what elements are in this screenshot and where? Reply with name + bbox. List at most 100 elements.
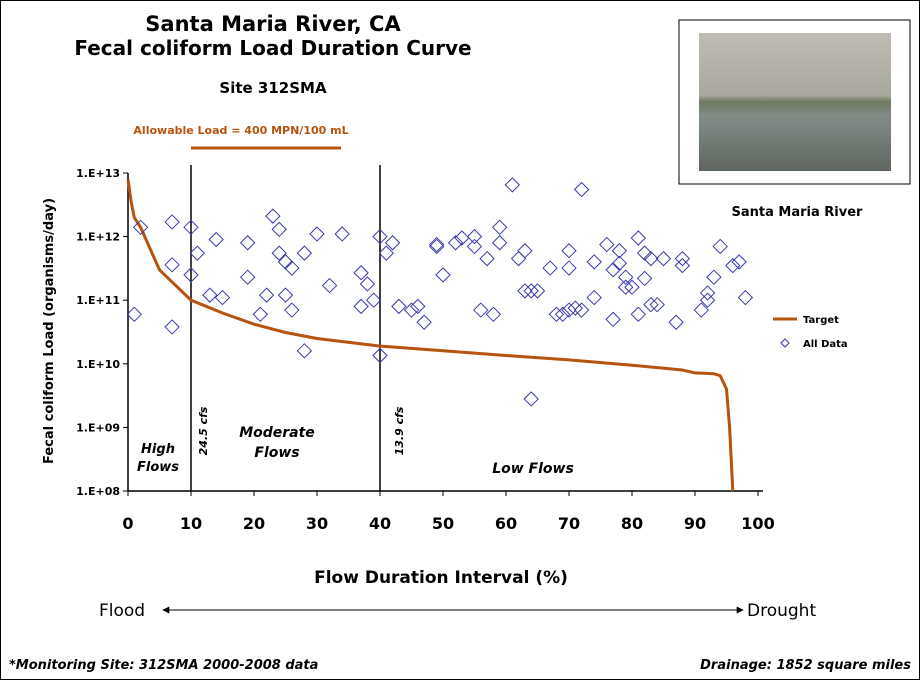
x-tick-label: 90 <box>684 514 706 533</box>
data-point <box>573 302 590 318</box>
data-point <box>561 302 577 318</box>
photo-caption: Santa Maria River <box>732 205 864 220</box>
data-point <box>359 276 376 292</box>
x-tick-label: 40 <box>369 514 391 533</box>
x-tick-label: 50 <box>432 514 454 533</box>
x-tick-label: 10 <box>180 514 202 533</box>
data-point <box>617 279 634 295</box>
data-point <box>271 245 287 261</box>
x-tick-label: 100 <box>741 514 774 533</box>
data-point <box>611 255 628 272</box>
x-tick-label: 0 <box>122 514 133 533</box>
legend-label: Target <box>803 315 839 326</box>
data-point <box>699 285 716 301</box>
data-point <box>454 230 470 246</box>
data-point <box>554 306 571 323</box>
data-point <box>132 219 149 236</box>
y-tick-label: 1.E+09 <box>76 421 120 434</box>
chart-title: Santa Maria River, CA <box>145 12 401 36</box>
x-tick-label: 20 <box>243 514 265 533</box>
data-point <box>504 177 521 193</box>
annotation: 13.9 cfs <box>393 406 406 455</box>
data-point <box>378 245 395 261</box>
data-point <box>252 306 269 323</box>
data-point <box>630 306 647 323</box>
data-point <box>284 302 300 318</box>
data-point <box>567 300 584 316</box>
data-point <box>485 306 502 323</box>
y-tick-label: 1.E+10 <box>76 358 120 371</box>
data-point <box>353 265 369 281</box>
data-point <box>164 257 180 273</box>
data-point <box>296 343 313 359</box>
data-point <box>643 296 659 313</box>
data-point <box>655 250 672 267</box>
annotation: Flows <box>137 460 179 475</box>
data-point <box>725 257 741 274</box>
data-point <box>183 267 199 283</box>
x-tick-label: 60 <box>495 514 517 533</box>
data-point <box>599 236 615 253</box>
annotation: Moderate <box>239 425 315 441</box>
data-point <box>693 302 710 318</box>
data-point <box>517 243 533 259</box>
data-point <box>391 298 407 315</box>
footer-right: Drainage: 1852 square miles <box>700 658 911 673</box>
data-point <box>605 311 621 328</box>
data-point <box>416 314 432 330</box>
data-point <box>491 219 508 236</box>
data-point <box>164 319 180 335</box>
annotation: 24.5 cfs <box>197 406 210 455</box>
data-point <box>164 214 180 230</box>
data-point <box>674 257 691 274</box>
data-point <box>479 250 495 267</box>
chart-subtitle: Fecal coliform Load Duration Curve <box>74 36 471 60</box>
data-point <box>636 270 653 287</box>
data-point <box>706 269 722 285</box>
x-tick-label: 30 <box>306 514 328 533</box>
data-point <box>586 289 602 306</box>
data-point <box>674 250 691 267</box>
data-point <box>183 219 199 236</box>
data-point <box>208 231 224 248</box>
allowable-load: Allowable Load = 400 MPN/100 mL <box>133 124 348 137</box>
data-point <box>561 260 577 276</box>
photo <box>699 33 891 171</box>
target-line <box>126 178 735 492</box>
y-tick-label: 1.E+08 <box>76 485 120 498</box>
data-point <box>731 254 747 270</box>
legend-label: All Data <box>803 339 848 350</box>
annotation: Flows <box>254 445 299 461</box>
data-point <box>517 283 533 299</box>
data-point <box>491 235 508 251</box>
data-point <box>447 235 464 251</box>
data-point <box>617 269 634 285</box>
data-point <box>636 245 653 261</box>
x-tick-label: 70 <box>558 514 580 533</box>
legend-swatch <box>780 338 790 348</box>
y-tick-label: 1.E+13 <box>76 167 120 180</box>
footer-left: *Monitoring Site: 312SMA 2000-2008 data <box>9 658 318 673</box>
data-point <box>542 260 558 276</box>
data-point <box>372 347 388 364</box>
data-point <box>384 235 401 251</box>
x-axis-label: Flow Duration Interval (%) <box>314 568 568 588</box>
data-point <box>605 262 621 278</box>
data-point <box>649 296 665 313</box>
data-point <box>214 289 231 306</box>
y-tick-label: 1.E+12 <box>76 231 120 244</box>
data-point <box>712 238 728 255</box>
data-point <box>410 298 426 315</box>
data-point <box>296 245 313 261</box>
data-point <box>523 283 539 299</box>
data-point <box>428 238 445 255</box>
x-tick-label: 80 <box>621 514 643 533</box>
data-point <box>573 181 590 198</box>
data-point <box>126 306 143 323</box>
data-point <box>523 391 539 407</box>
data-point <box>365 292 382 308</box>
data-point <box>643 250 659 267</box>
flood-label: Flood <box>99 601 145 621</box>
data-point <box>586 254 602 270</box>
